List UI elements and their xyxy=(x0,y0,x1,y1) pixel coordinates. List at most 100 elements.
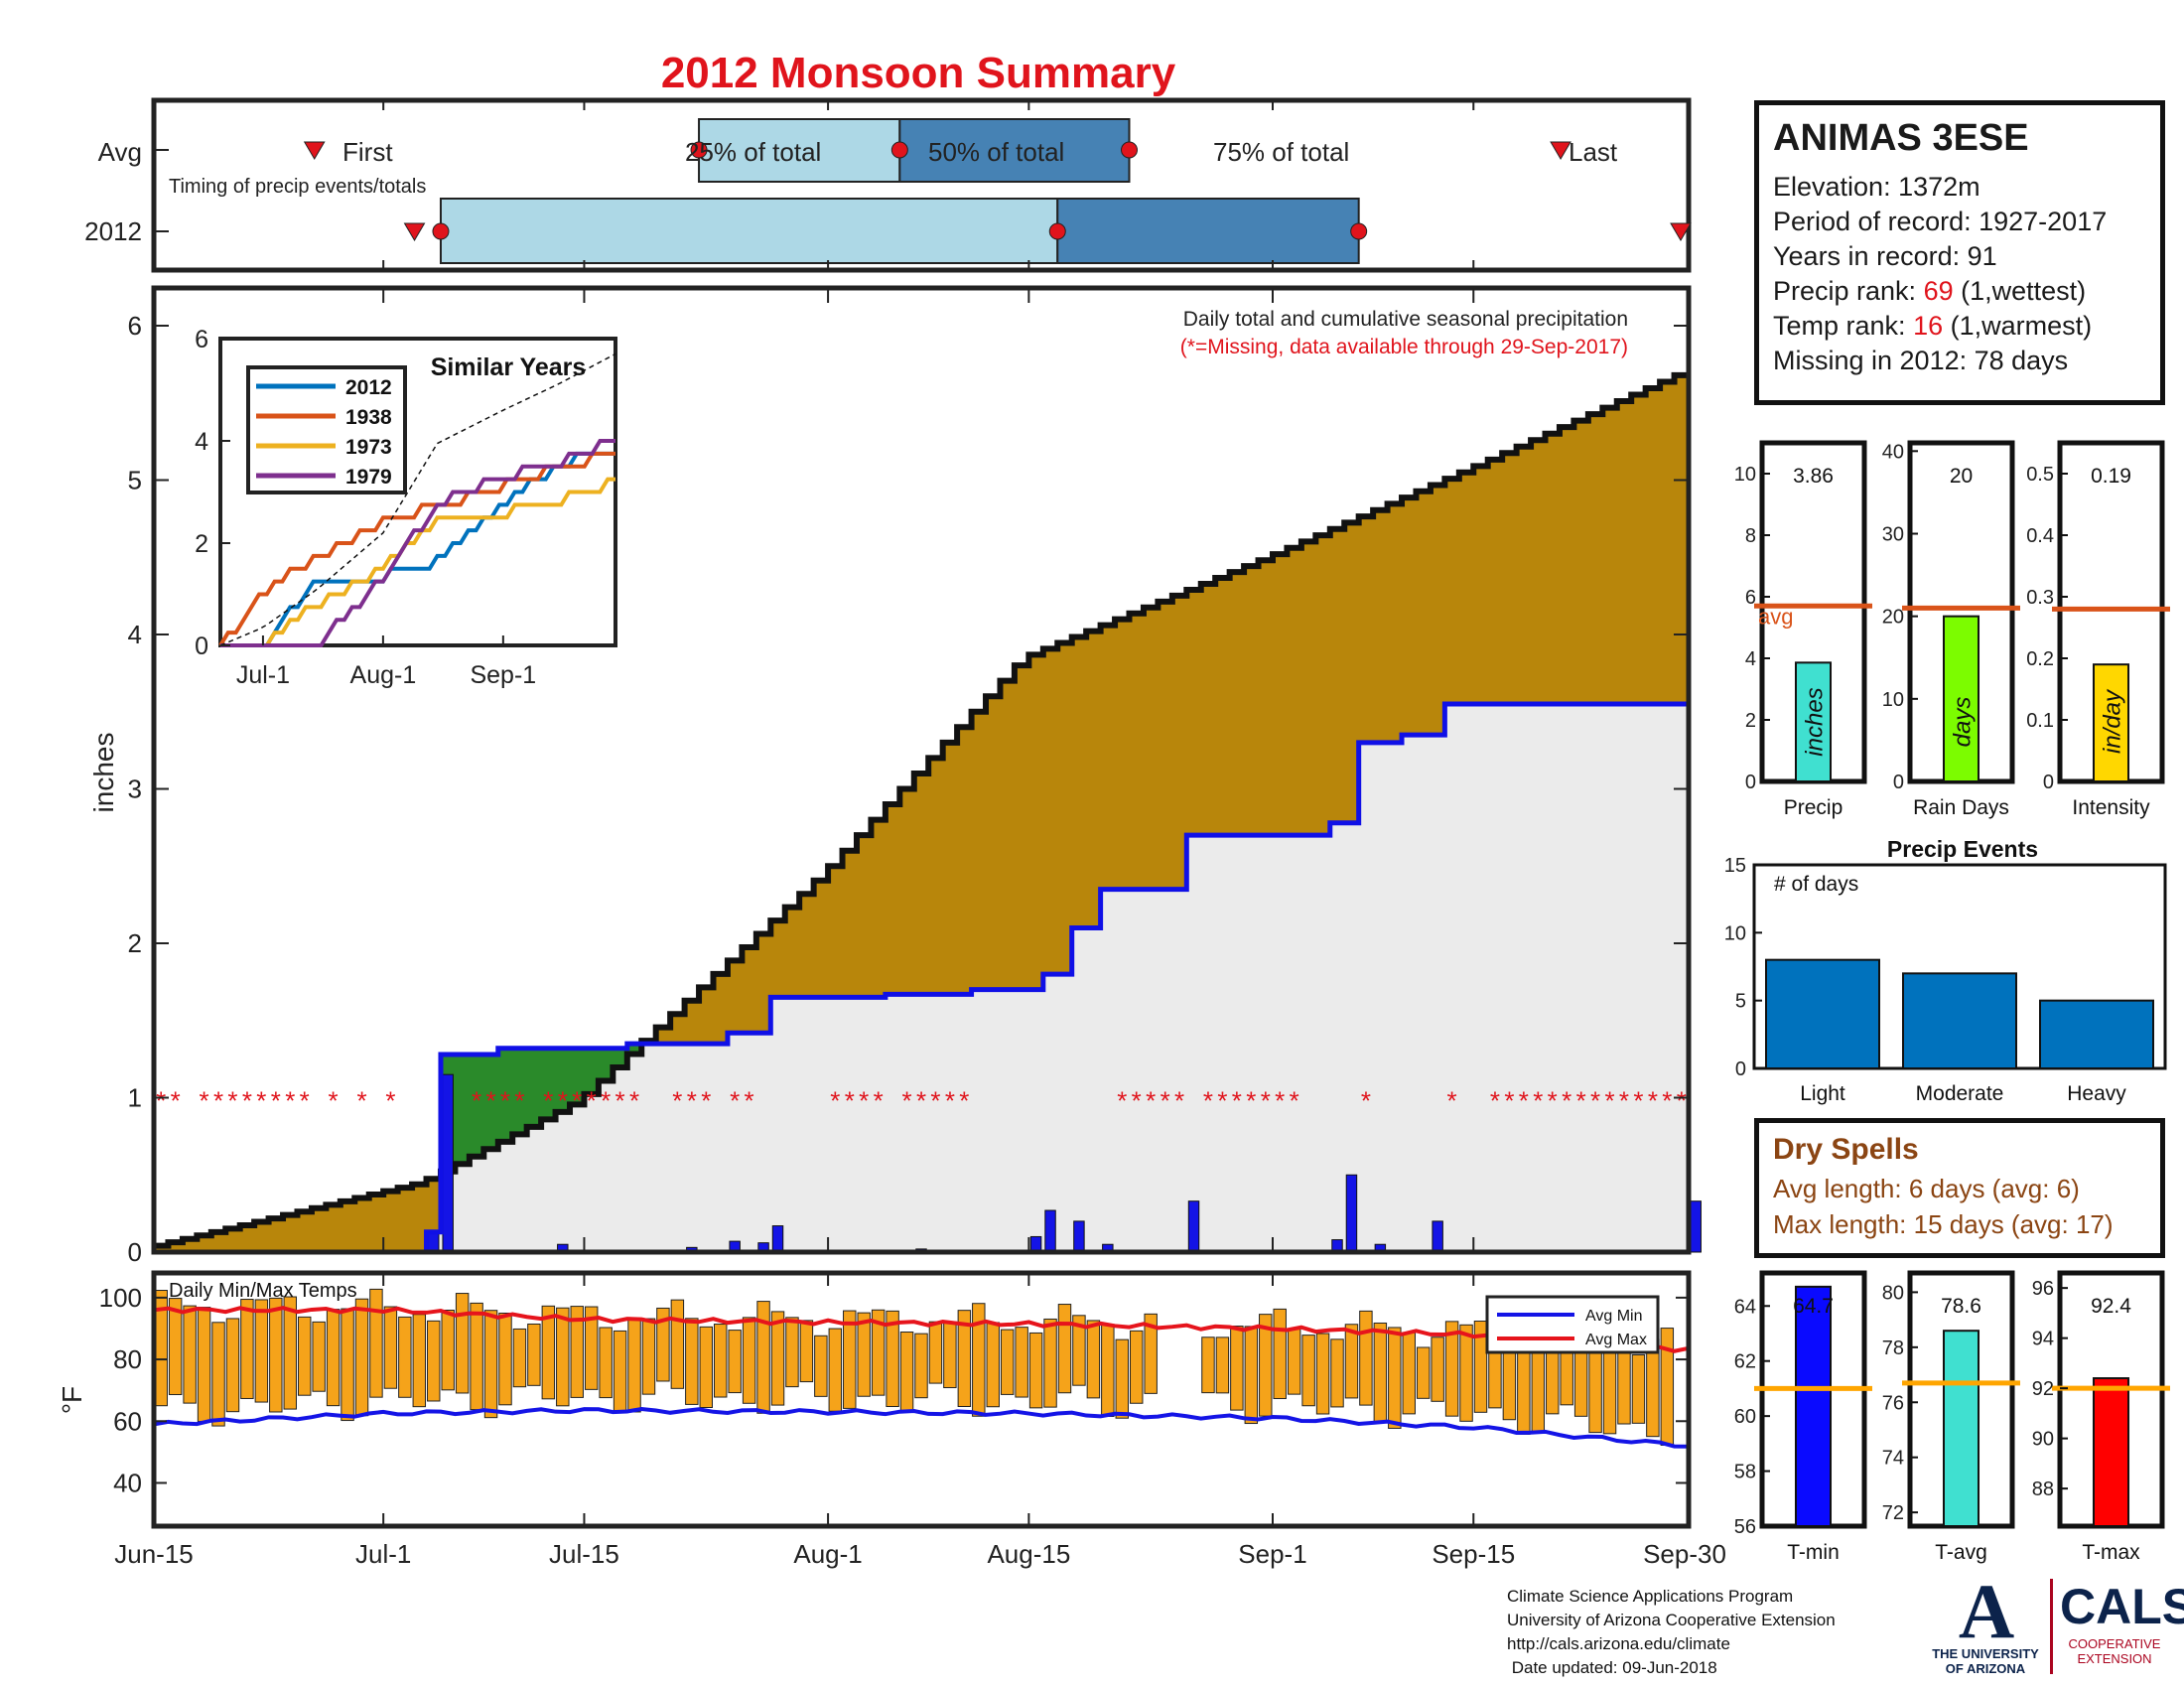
daily-temp-range-bar xyxy=(1330,1338,1344,1408)
daily-temp-range-bar xyxy=(341,1308,354,1422)
stat-tick-label: 88 xyxy=(2032,1478,2054,1500)
missing-day-marker: * xyxy=(285,1086,295,1116)
missing-day-marker: * xyxy=(156,1086,166,1116)
season-stats-panels: avg 0 2 4 6 8 10 3.86 inches Precip 0 10 20 30 40 20 day… xyxy=(1734,440,2170,819)
temp-stats-panels: 56 58 60 62 64 64.7 T-min 72 74 76 78 80 78.6 T-avg 88… xyxy=(1734,1270,2170,1564)
inset-series-line-1973 xyxy=(220,477,615,647)
daily-precip-bar xyxy=(771,1225,784,1253)
precip-rank-value: 69 xyxy=(1923,276,1954,306)
stat-tick-label: 90 xyxy=(2032,1429,2054,1451)
temp-legend: Avg Min Avg Max xyxy=(1485,1295,1660,1354)
temp-ytick-label: 60 xyxy=(113,1406,142,1436)
avg-first-marker xyxy=(303,141,326,160)
daily-temp-range-bar xyxy=(1201,1336,1215,1394)
university-of-arizona-logo[interactable]: A THE UNIVERSITY OF ARIZONA xyxy=(1926,1573,2045,1677)
missing-day-marker: * xyxy=(1604,1086,1614,1116)
missing-day-marker: * xyxy=(1217,1086,1227,1116)
missing-day-marker: * xyxy=(1548,1086,1558,1116)
stat-tick-label: 6 xyxy=(1745,587,1756,609)
missing-day-marker: * xyxy=(356,1086,366,1116)
stat-tick-label: 94 xyxy=(2032,1329,2054,1350)
credits-line-2: University of Arizona Cooperative Extens… xyxy=(1507,1611,1836,1629)
missing-day-marker: * xyxy=(930,1086,940,1116)
station-years: Years in record: 91 xyxy=(1773,241,1997,271)
daily-temp-range-bar xyxy=(441,1309,455,1391)
missing-day-marker: * xyxy=(629,1086,639,1116)
events-tick-label: 15 xyxy=(1724,855,1746,877)
precip-ytick-label: 6 xyxy=(128,311,142,341)
date-axis-label: Sep-15 xyxy=(1432,1539,1515,1569)
inset-xtick-label: Sep-1 xyxy=(470,661,536,689)
daily-temp-range-bar xyxy=(742,1317,756,1404)
daily-temp-range-bar xyxy=(584,1306,599,1390)
daily-temp-range-bar xyxy=(957,1310,972,1407)
missing-day-marker: * xyxy=(558,1086,568,1116)
missing-day-marker: * xyxy=(256,1086,266,1116)
events-bar-Heavy xyxy=(2039,999,2154,1070)
missing-day-marker: * xyxy=(874,1086,884,1116)
daily-temp-range-bar xyxy=(1301,1335,1315,1407)
inset-legend-label-1938: 1938 xyxy=(345,406,392,429)
daily-temp-range-bar xyxy=(1416,1346,1431,1399)
y2012-timing-50-75-bar xyxy=(1056,198,1360,264)
stat-tick-label: 0.5 xyxy=(2026,464,2054,486)
daily-temp-range-bar xyxy=(570,1306,584,1398)
inset-title: Similar Years xyxy=(431,353,587,381)
stat-tick-label: 30 xyxy=(1882,523,1904,545)
stat-value-T-max: 92.4 xyxy=(2091,1295,2131,1318)
daily-temp-range-bar xyxy=(1015,1327,1028,1398)
missing-day-marker: * xyxy=(242,1086,252,1116)
missing-day-marker: * xyxy=(601,1086,611,1116)
precip-rank-line: Precip rank: 69 (1,wettest) xyxy=(1773,274,2146,309)
station-missing: Missing in 2012: 78 days xyxy=(1773,346,2069,375)
cals-logo[interactable]: CALS COOPERATIVE EXTENSION xyxy=(2060,1577,2184,1666)
y2012-timing-25-50-bar xyxy=(439,198,1059,264)
precip-ytick-label: 4 xyxy=(128,620,142,649)
events-tick-label: 10 xyxy=(1724,922,1746,944)
inset-series-line-2012 xyxy=(220,451,615,647)
temp-ytick-label: 80 xyxy=(113,1344,142,1374)
missing-day-marker: * xyxy=(171,1086,181,1116)
missing-day-marker: * xyxy=(1246,1086,1256,1116)
daily-temp-range-bar xyxy=(685,1318,699,1405)
missing-day-marker: * xyxy=(1633,1086,1643,1116)
station-period: Period of record: 1927-2017 xyxy=(1773,207,2108,236)
daily-temp-range-bar xyxy=(383,1306,398,1389)
missing-day-marker: * xyxy=(500,1086,510,1116)
events-category-label: Heavy xyxy=(2067,1082,2126,1105)
daily-temp-range-bar xyxy=(470,1302,483,1411)
inset-xtick-label: Jul-1 xyxy=(236,661,290,689)
ua-logo-line-1: THE UNIVERSITY xyxy=(1932,1646,2039,1661)
date-axis-label: Jul-15 xyxy=(549,1539,619,1569)
stat-name-T-avg: T-avg xyxy=(1935,1541,1987,1564)
daily-temp-range-bar xyxy=(899,1332,914,1412)
daily-precip-bar xyxy=(1432,1220,1443,1253)
stat-name-Precip: Precip xyxy=(1784,796,1843,819)
inset-ytick-label: 0 xyxy=(195,633,208,660)
daily-temp-range-bar xyxy=(1315,1333,1330,1415)
precip-ylabel: inches xyxy=(88,733,119,813)
daily-temp-range-bar xyxy=(168,1298,183,1396)
missing-day-marker: * xyxy=(1533,1086,1543,1116)
inset-legend: 2012 1938 1973 1979 xyxy=(246,365,407,494)
daily-temp-range-bar xyxy=(785,1317,799,1388)
daily-temp-range-bar xyxy=(599,1327,613,1399)
precip-ytick-label: 5 xyxy=(128,466,142,495)
missing-day-marker: * xyxy=(300,1086,310,1116)
daily-temp-range-bar xyxy=(1144,1313,1158,1394)
events-bar-Light xyxy=(1765,958,1880,1070)
daily-temp-range-bar xyxy=(1086,1320,1101,1399)
avg-timing-50-75-bar xyxy=(898,118,1131,183)
events-tick-label: 5 xyxy=(1735,991,1746,1013)
legend-avg-min-label: Avg Min xyxy=(1585,1308,1643,1325)
missing-day-marker: * xyxy=(1590,1086,1600,1116)
credits-url[interactable]: http://cals.arizona.edu/climate xyxy=(1507,1634,1730,1653)
daily-temp-range-bar xyxy=(656,1307,670,1382)
missing-day-marker: * xyxy=(1576,1086,1586,1116)
missing-day-marker: * xyxy=(329,1086,339,1116)
temp-ytick-label: 40 xyxy=(113,1468,142,1497)
y2012-last-marker xyxy=(1670,222,1692,241)
missing-day-marker: * xyxy=(472,1086,481,1116)
daily-temp-range-bar xyxy=(1215,1336,1230,1394)
temp-panel-label: Daily Min/Max Temps xyxy=(169,1280,357,1302)
